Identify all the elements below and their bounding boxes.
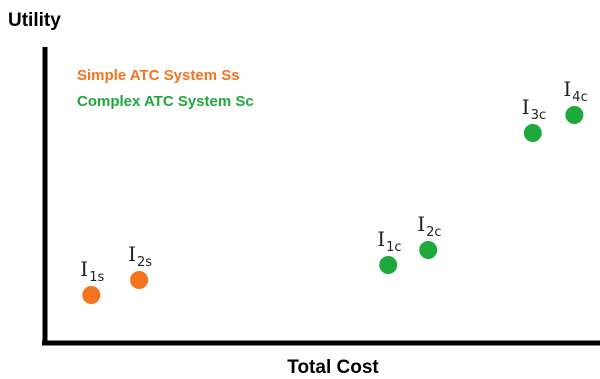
point-label-3c: I3c xyxy=(522,95,546,123)
point-label-4c: I4c xyxy=(563,77,587,105)
point-3c xyxy=(523,124,542,142)
legend-entry-1: Simple ATC System Ss xyxy=(77,67,240,84)
point-4c xyxy=(565,106,584,124)
point-1c xyxy=(379,256,398,274)
legend-entry-2: Complex ATC System Sc xyxy=(77,93,254,110)
point-2c xyxy=(419,241,438,259)
point-label-2s: I2s xyxy=(128,242,152,270)
legend: Simple ATC System Ss Complex ATC System S… xyxy=(77,67,254,110)
point-label-2c: I2c xyxy=(417,212,441,240)
point-2s xyxy=(130,271,149,289)
y-axis-title: Utility xyxy=(8,10,61,31)
point-1s xyxy=(82,286,101,304)
x-axis-title: Total Cost xyxy=(287,357,379,378)
point-label-1c: I1c xyxy=(377,227,401,255)
data-points: I1s I2s I1c I2c I3c I4c xyxy=(80,77,588,304)
point-label-1s: I1s xyxy=(80,257,104,285)
